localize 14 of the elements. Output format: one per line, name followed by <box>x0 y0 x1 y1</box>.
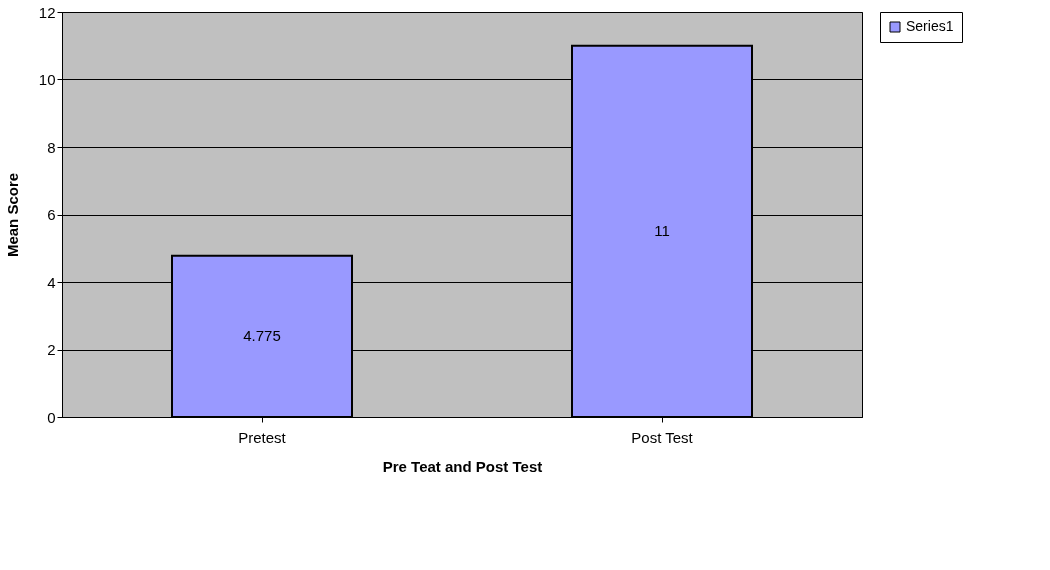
x-axis-title: Pre Teat and Post Test <box>382 457 543 475</box>
y-tick-label: 4 <box>47 273 56 291</box>
x-tick-label: Pretest <box>238 428 287 446</box>
y-tick-label: 6 <box>47 206 56 223</box>
y-tick-label: 0 <box>47 408 56 426</box>
y-tick-label: 2 <box>47 341 56 358</box>
data-label: 11 <box>654 222 670 240</box>
y-tick-label: 10 <box>38 71 56 88</box>
y-tick-label: 8 <box>47 138 56 156</box>
y-tick-label: 12 <box>38 3 56 21</box>
data-label: 4.775 <box>243 327 281 345</box>
x-tick-label: Post Test <box>631 428 694 446</box>
y-axis-title: Mean Score <box>3 172 21 258</box>
legend-label: Series1 <box>906 18 954 34</box>
